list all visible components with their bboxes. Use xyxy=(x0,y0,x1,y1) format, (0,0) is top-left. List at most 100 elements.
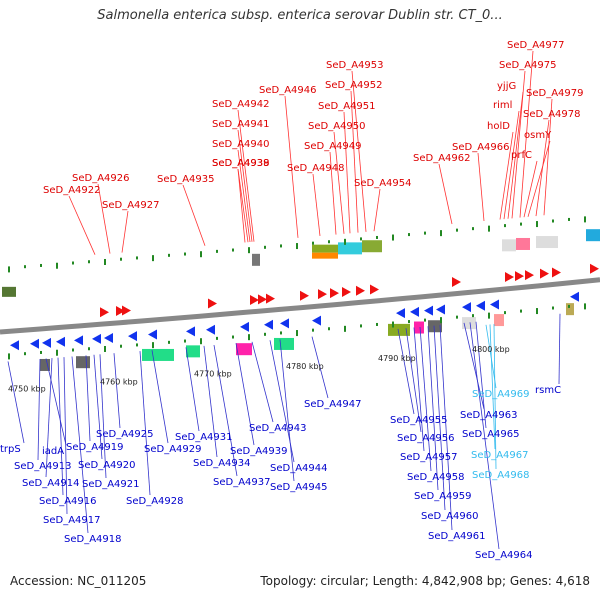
lower-tick-row-tick xyxy=(72,348,74,352)
upper-tick-row-tick xyxy=(296,243,298,250)
lower-tick-row-tick xyxy=(536,308,538,315)
forward-gene-label: SeD_A4935 xyxy=(157,174,215,185)
forward-gene-label: SeD_A4966 xyxy=(452,142,510,153)
lower-tick-row-tick xyxy=(280,331,282,335)
forward-gene-label: prfC xyxy=(511,150,532,161)
lower-tick-row-tick xyxy=(136,343,138,347)
forward-gene-label: SeD_A4979 xyxy=(526,88,584,99)
reverse-leader-line xyxy=(279,339,295,482)
feature-block xyxy=(428,320,442,333)
feature-block xyxy=(252,253,260,266)
forward-gene-arrow xyxy=(505,272,514,283)
forward-gene-label: yjjG xyxy=(497,81,516,92)
reverse-gene-label: SeD_A4964 xyxy=(475,550,533,561)
reverse-leader-line xyxy=(45,358,67,446)
lower-tick-row-tick xyxy=(552,306,554,310)
reverse-gene-label: SeD_A4937 xyxy=(213,477,271,488)
reverse-leader-line xyxy=(139,351,151,496)
feature-tracks xyxy=(2,229,600,371)
lower-tick-row-tick xyxy=(248,334,250,341)
forward-leader-line xyxy=(237,109,255,242)
reverse-gene-label: SeD_A4961 xyxy=(428,531,486,542)
upper-tick-row-tick xyxy=(280,244,282,248)
feature-block xyxy=(312,252,338,259)
accession-text: Accession: NC_011205 xyxy=(10,574,147,588)
reverse-gene-arrow xyxy=(490,299,499,310)
upper-tick-row-tick xyxy=(264,245,266,249)
reverse-leader-line xyxy=(45,358,53,478)
upper-tick-row-tick xyxy=(536,221,538,228)
forward-gene-label: SeD_A4938 xyxy=(212,158,270,169)
reverse-leader-line xyxy=(37,358,41,461)
upper-tick-row-tick xyxy=(584,216,586,223)
feature-block xyxy=(142,348,174,361)
reverse-gene-label: SeD_A4959 xyxy=(414,491,472,502)
upper-tick-row-tick xyxy=(56,262,58,269)
forward-gene-label: osmY xyxy=(524,130,552,141)
reverse-gene-label: SeD_A4960 xyxy=(421,511,479,522)
feature-block xyxy=(312,244,338,253)
forward-gene-arrow xyxy=(116,306,125,317)
upper-tick-row-tick xyxy=(376,235,378,239)
reverse-gene-label: SeD_A4928 xyxy=(126,496,184,507)
reverse-leader-line xyxy=(93,354,103,460)
reverse-gene-label: SeD_A4963 xyxy=(460,410,518,421)
upper-tick-row-tick xyxy=(408,233,410,237)
lower-tick-row-tick xyxy=(520,309,522,313)
forward-leader-line xyxy=(237,129,253,242)
forward-gene-arrow xyxy=(266,293,275,304)
lower-tick-row-tick xyxy=(408,320,410,324)
reverse-gene-label: SeD_A4945 xyxy=(270,482,328,493)
upper-tick-row-tick xyxy=(520,222,522,226)
feature-block xyxy=(516,237,530,250)
forward-leader-line xyxy=(373,188,381,232)
scale-label: 4770 kbp xyxy=(194,370,232,379)
forward-leader-line xyxy=(535,119,550,217)
lower-tick-row-tick xyxy=(296,330,298,337)
reverse-leader-line xyxy=(7,361,25,444)
forward-leader-line xyxy=(503,110,520,220)
lower-tick-row-tick xyxy=(312,328,314,332)
reverse-gene-label: SeD_A4939 xyxy=(230,446,288,457)
reverse-gene-arrow xyxy=(312,315,321,326)
forward-gene-label: SeD_A4939 xyxy=(212,158,270,169)
reverse-gene-label: SeD_A4958 xyxy=(407,472,465,483)
forward-leader-line xyxy=(333,131,345,234)
rna-leader-line xyxy=(489,324,496,450)
reverse-gene-label: SeD_A4916 xyxy=(39,496,97,507)
forward-leader-line xyxy=(527,140,551,217)
lower-tick-row-tick xyxy=(472,314,474,318)
lower-tick-row-tick xyxy=(88,347,90,351)
upper-tick-row-tick xyxy=(232,248,234,252)
reverse-gene-label: SeD_A4944 xyxy=(270,463,328,474)
reverse-leader-line xyxy=(413,327,425,452)
feature-block xyxy=(76,356,90,369)
lower-tick-row-tick xyxy=(360,324,362,328)
feature-block xyxy=(2,286,16,297)
reverse-leader-line xyxy=(419,326,432,472)
forward-gene-label: SeD_A4978 xyxy=(523,109,581,120)
upper-tick-row-tick xyxy=(184,252,186,256)
feature-block xyxy=(502,239,516,252)
reverse-leader-line xyxy=(463,322,485,410)
lower-tick-row-tick xyxy=(200,338,202,345)
upper-tick-row-tick xyxy=(248,247,250,254)
forward-gene-arrow xyxy=(356,285,365,296)
reverse-leader-line xyxy=(99,354,107,479)
reverse-gene-label: SeD_A4957 xyxy=(400,452,458,463)
lower-tick-row-tick xyxy=(56,349,58,356)
reverse-gene-label: SeD_A4934 xyxy=(193,458,251,469)
forward-gene-arrow xyxy=(330,288,339,299)
forward-gene-label: SeD_A4942 xyxy=(212,99,270,110)
lower-tick-row-tick xyxy=(440,317,442,324)
forward-gene-arrow xyxy=(100,307,109,318)
lower-tick-row-tick xyxy=(24,352,26,356)
reverse-leader-line xyxy=(475,321,487,429)
reverse-leader-line xyxy=(311,336,329,399)
reverse-leader-line xyxy=(469,322,500,550)
reverse-gene-label: SeD_A4913 xyxy=(14,461,72,472)
upper-tick-row-tick xyxy=(312,241,314,245)
reverse-gene-arrow xyxy=(280,318,289,329)
forward-leader-line xyxy=(312,173,321,236)
